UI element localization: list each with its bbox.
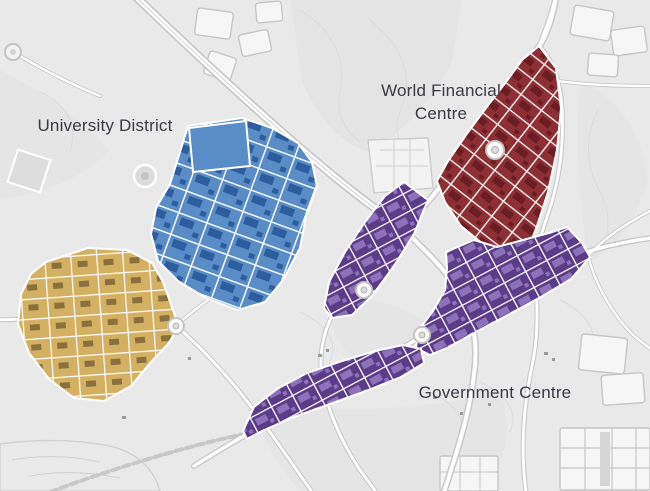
roundabout-financial bbox=[485, 140, 505, 160]
district-government-upper bbox=[323, 181, 429, 319]
roundabout-residential bbox=[167, 317, 185, 335]
roundabout-government-south bbox=[413, 326, 431, 344]
roundabouts bbox=[4, 43, 505, 344]
district-residential bbox=[17, 247, 180, 402]
roundabout-government-west bbox=[355, 281, 373, 299]
map-specks bbox=[122, 349, 555, 419]
circular-park bbox=[6, 148, 158, 194]
roundabout-northwest bbox=[4, 43, 22, 61]
district-labels: University District World Financial Cent… bbox=[37, 81, 571, 402]
district-government-lower bbox=[242, 344, 425, 440]
label-world-financial-centre-line1: World Financial bbox=[381, 81, 501, 100]
contour-lines bbox=[39, 9, 609, 487]
districts bbox=[17, 45, 591, 440]
label-world-financial-centre-line2: Centre bbox=[415, 104, 467, 123]
label-government-centre: Government Centre bbox=[419, 383, 572, 402]
university-superblock bbox=[188, 120, 251, 173]
district-government-east bbox=[415, 226, 591, 356]
label-university-district: University District bbox=[37, 116, 172, 135]
